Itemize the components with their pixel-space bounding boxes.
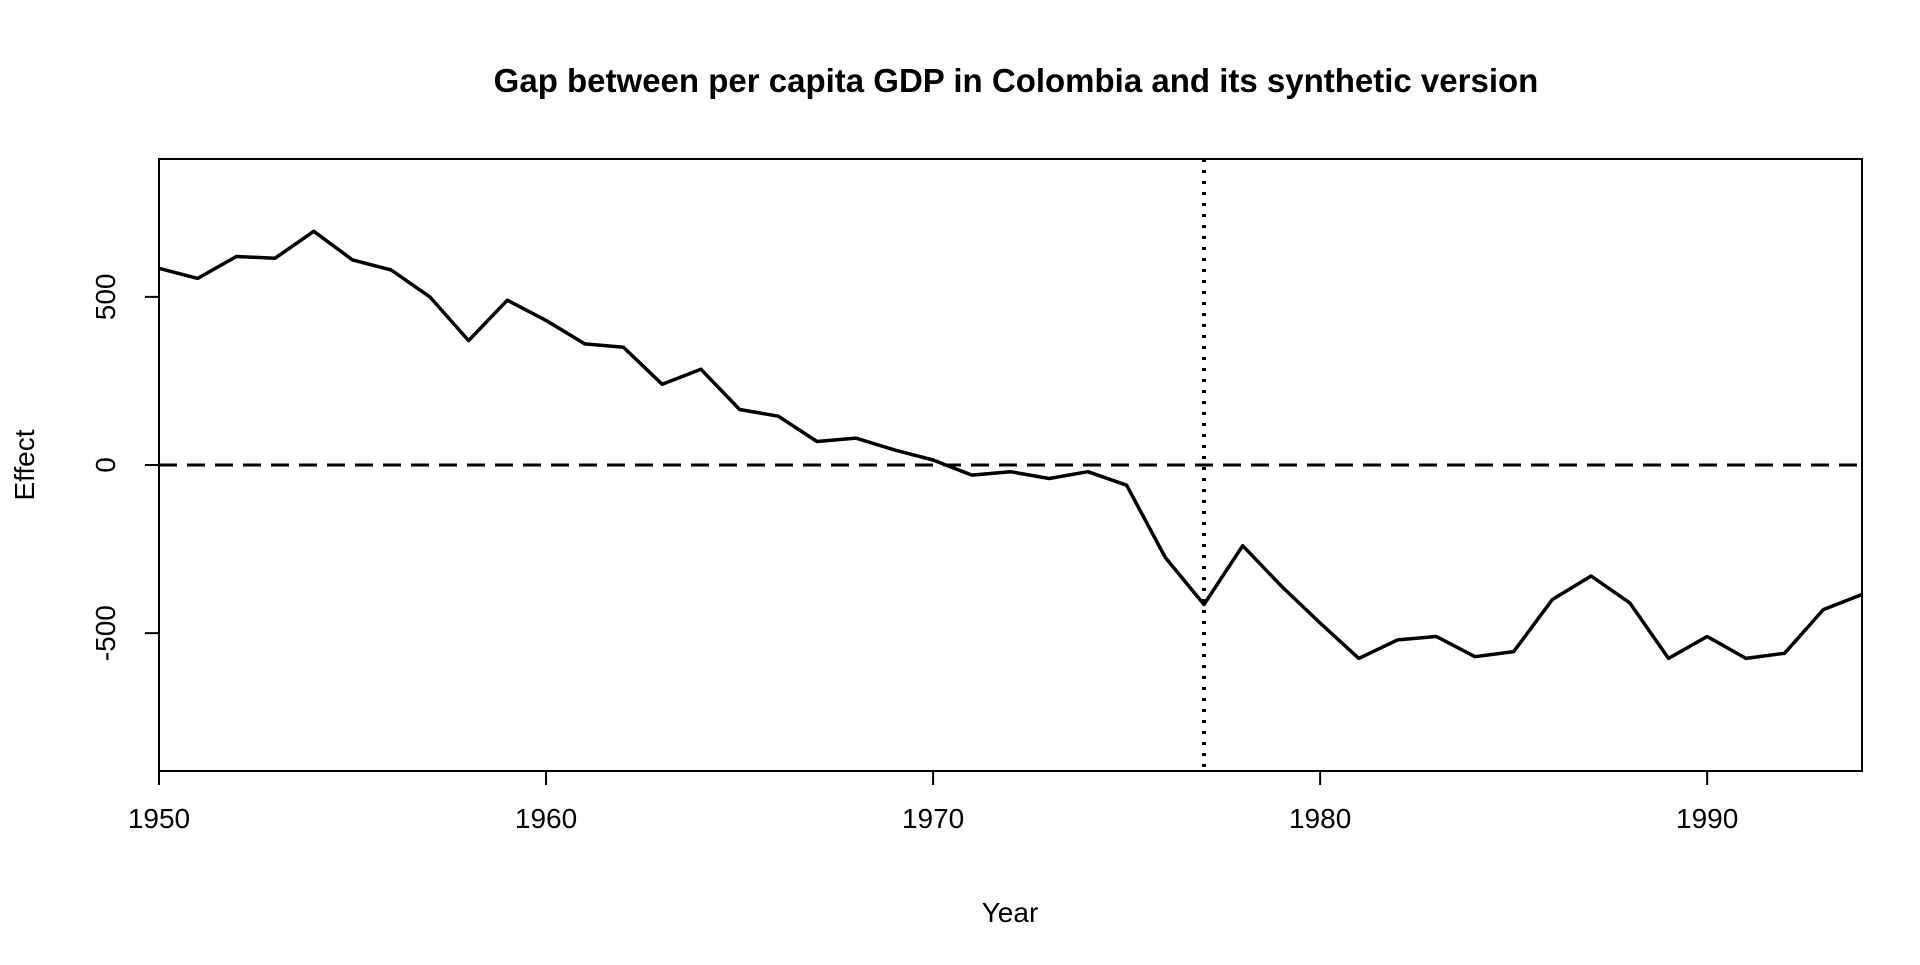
x-tick-label-1950: 1950 — [128, 803, 190, 834]
chart-title: Gap between per capita GDP in Colombia a… — [494, 62, 1539, 99]
x-tick-label-1970: 1970 — [902, 803, 964, 834]
series-line-0 — [159, 231, 1862, 658]
y-tick-label--500: -500 — [90, 605, 121, 661]
y-tick-label-500: 500 — [90, 274, 121, 321]
y-axis-label: Effect — [9, 429, 40, 500]
x-tick-label-1980: 1980 — [1289, 803, 1351, 834]
y-tick-label-0: 0 — [90, 457, 121, 473]
x-tick-label-1990: 1990 — [1676, 803, 1738, 834]
axes-layer: 1950 1960 1970 1980 1990 -500 0 500 — [90, 274, 1738, 834]
marks-layer — [159, 159, 1862, 771]
x-axis-label: Year — [982, 897, 1039, 928]
x-tick-label-1960: 1960 — [515, 803, 577, 834]
